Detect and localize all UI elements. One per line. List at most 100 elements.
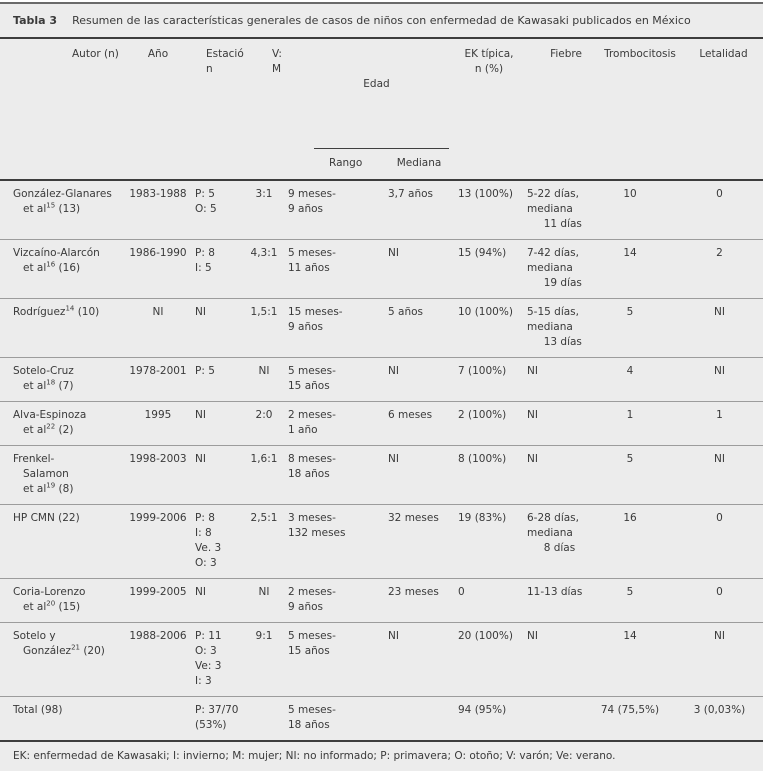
table-row: Frenkel- Salamon et al19 (8) 1998-2003 NI 1… <box>0 445 763 505</box>
cell-mediana: 3,7 años <box>384 179 454 240</box>
table-row: Alva-Espinoza et al22 (2) 1995 NI 2:0 2 mese… <box>0 401 763 446</box>
edad-underline <box>314 148 449 149</box>
cell-estacion: NI <box>188 401 244 446</box>
cell-autor: Vizcaíno-Alarcón et al16 (16) <box>0 239 128 299</box>
table-row: Rodríguez14 (10) NI NI 1,5:1 15 meses- 9 año… <box>0 298 763 358</box>
cell-rango: 5 meses- 11 años <box>284 239 384 299</box>
cell-letalidad: NI <box>684 622 763 697</box>
cell-ek-tipica: 13 (100%) <box>454 179 524 240</box>
cell-fiebre: NI <box>524 622 596 697</box>
cell-vm: 2:0 <box>244 401 284 446</box>
cell-rango: 5 meses- 18 años <box>284 696 384 742</box>
cell-rango: 8 meses- 18 años <box>284 445 384 505</box>
cell-autor: González-Glanares et al15 (13) <box>0 179 128 240</box>
cell-anio <box>128 696 188 742</box>
cell-anio: 1988-2006 <box>128 622 188 697</box>
cell-ek-tipica: 15 (94%) <box>454 239 524 299</box>
cell-autor: HP CMN (22) <box>0 504 128 579</box>
cell-estacion: NI <box>188 445 244 505</box>
col-header-rango: Rango <box>284 149 384 181</box>
cell-vm: 2,5:1 <box>244 504 284 579</box>
cell-letalidad: 2 <box>684 239 763 299</box>
cell-letalidad: 0 <box>684 578 763 623</box>
cell-rango: 15 meses- 9 años <box>284 298 384 358</box>
table-row: González-Glanares et al15 (13) 1983-1988 P… <box>0 179 763 240</box>
cell-fiebre: 11-13 días <box>524 578 596 623</box>
cell-autor: Frenkel- Salamon et al19 (8) <box>0 445 128 505</box>
cell-trombocitosis: 5 <box>596 298 684 358</box>
cell-estacion: P: 5 <box>188 357 244 402</box>
table-caption: Resumen de las características generales… <box>72 14 691 27</box>
cell-anio: 1999-2006 <box>128 504 188 579</box>
cell-ek-tipica: 94 (95%) <box>454 696 524 742</box>
cell-rango: 2 meses- 9 años <box>284 578 384 623</box>
table-row: HP CMN (22) 1999-2006 P: 8 I: 8 Ve. 3 O: 3… <box>0 504 763 579</box>
cell-ek-tipica: 10 (100%) <box>454 298 524 358</box>
cell-anio: 1998-2003 <box>128 445 188 505</box>
cell-mediana <box>384 696 454 742</box>
cell-estacion: NI <box>188 298 244 358</box>
cell-letalidad: NI <box>684 445 763 505</box>
table-footnote: EK: enfermedad de Kawasaki; I: invierno;… <box>13 750 616 762</box>
table-row: Sotelo-Cruz et al18 (7) 1978-2001 P: 5 NI 5 … <box>0 357 763 402</box>
table-header: Autor (n) Año Estación V:M Edad EK típic… <box>0 39 763 181</box>
cell-autor: Coria-Lorenzo et al20 (15) <box>0 578 128 623</box>
col-header-edad: Edad <box>284 39 454 149</box>
cell-trombocitosis: 14 <box>596 622 684 697</box>
cell-vm: 9:1 <box>244 622 284 697</box>
cell-mediana: 23 meses <box>384 578 454 623</box>
cell-fiebre: NI <box>524 357 596 402</box>
cell-estacion: P: 8 I: 5 <box>188 239 244 299</box>
cell-vm: 4,3:1 <box>244 239 284 299</box>
cell-letalidad: 0 <box>684 179 763 240</box>
col-header-trombocitosis: Trombocitosis <box>596 39 684 181</box>
cell-mediana: 6 meses <box>384 401 454 446</box>
header-row-main: Autor (n) Año Estación V:M Edad EK típic… <box>0 39 763 181</box>
col-header-anio: Año <box>128 39 188 181</box>
cell-mediana: 32 meses <box>384 504 454 579</box>
cell-rango: 2 meses- 1 año <box>284 401 384 446</box>
cell-autor: Alva-Espinoza et al22 (2) <box>0 401 128 446</box>
cell-trombocitosis: 1 <box>596 401 684 446</box>
cell-estacion: P: 8 I: 8 Ve. 3 O: 3 <box>188 504 244 579</box>
cell-autor: Rodríguez14 (10) <box>0 298 128 358</box>
cell-trombocitosis: 16 <box>596 504 684 579</box>
cell-letalidad: 0 <box>684 504 763 579</box>
cell-vm: 3:1 <box>244 179 284 240</box>
col-header-fiebre: Fiebre <box>524 39 596 181</box>
cell-ek-tipica: 7 (100%) <box>454 357 524 402</box>
cell-ek-tipica: 8 (100%) <box>454 445 524 505</box>
cell-estacion: P: 37/70 (53%) <box>188 696 244 742</box>
cell-autor: Total (98) <box>0 696 128 742</box>
cell-estacion: P: 5 O: 5 <box>188 179 244 240</box>
cell-vm <box>244 696 284 742</box>
cell-letalidad: 1 <box>684 401 763 446</box>
cell-vm: NI <box>244 578 284 623</box>
cell-trombocitosis: 74 (75,5%) <box>596 696 684 742</box>
data-table: Autor (n) Año Estación V:M Edad EK típic… <box>0 39 763 742</box>
col-header-mediana: Mediana <box>384 149 454 181</box>
cell-trombocitosis: 5 <box>596 445 684 505</box>
cell-mediana: NI <box>384 445 454 505</box>
table-row: Vizcaíno-Alarcón et al16 (16) 1986-1990 P:… <box>0 239 763 299</box>
table-row: Sotelo y González21 (20) 1988-2006 P: 11 O… <box>0 622 763 697</box>
cell-mediana: 5 años <box>384 298 454 358</box>
table-row: Coria-Lorenzo et al20 (15) 1999-2005 NI NI 2… <box>0 578 763 623</box>
cell-letalidad: NI <box>684 298 763 358</box>
cell-letalidad: 3 (0,03%) <box>684 696 763 742</box>
cell-anio: 1995 <box>128 401 188 446</box>
cell-vm: 1,6:1 <box>244 445 284 505</box>
header-row-edad-sub: Rango Mediana <box>0 149 763 181</box>
cell-trombocitosis: 10 <box>596 179 684 240</box>
cell-anio: 1986-1990 <box>128 239 188 299</box>
table-title-bar: Tabla 3 Resumen de las características ge… <box>0 4 763 39</box>
cell-anio: 1978-2001 <box>128 357 188 402</box>
cell-rango: 5 meses- 15 años <box>284 357 384 402</box>
cell-mediana: NI <box>384 239 454 299</box>
cell-trombocitosis: 4 <box>596 357 684 402</box>
cell-ek-tipica: 0 <box>454 578 524 623</box>
total-row: Total (98) P: 37/70 (53%) 5 meses- 18 años… <box>0 696 763 742</box>
cell-rango: 5 meses- 15 años <box>284 622 384 697</box>
cell-mediana: NI <box>384 357 454 402</box>
